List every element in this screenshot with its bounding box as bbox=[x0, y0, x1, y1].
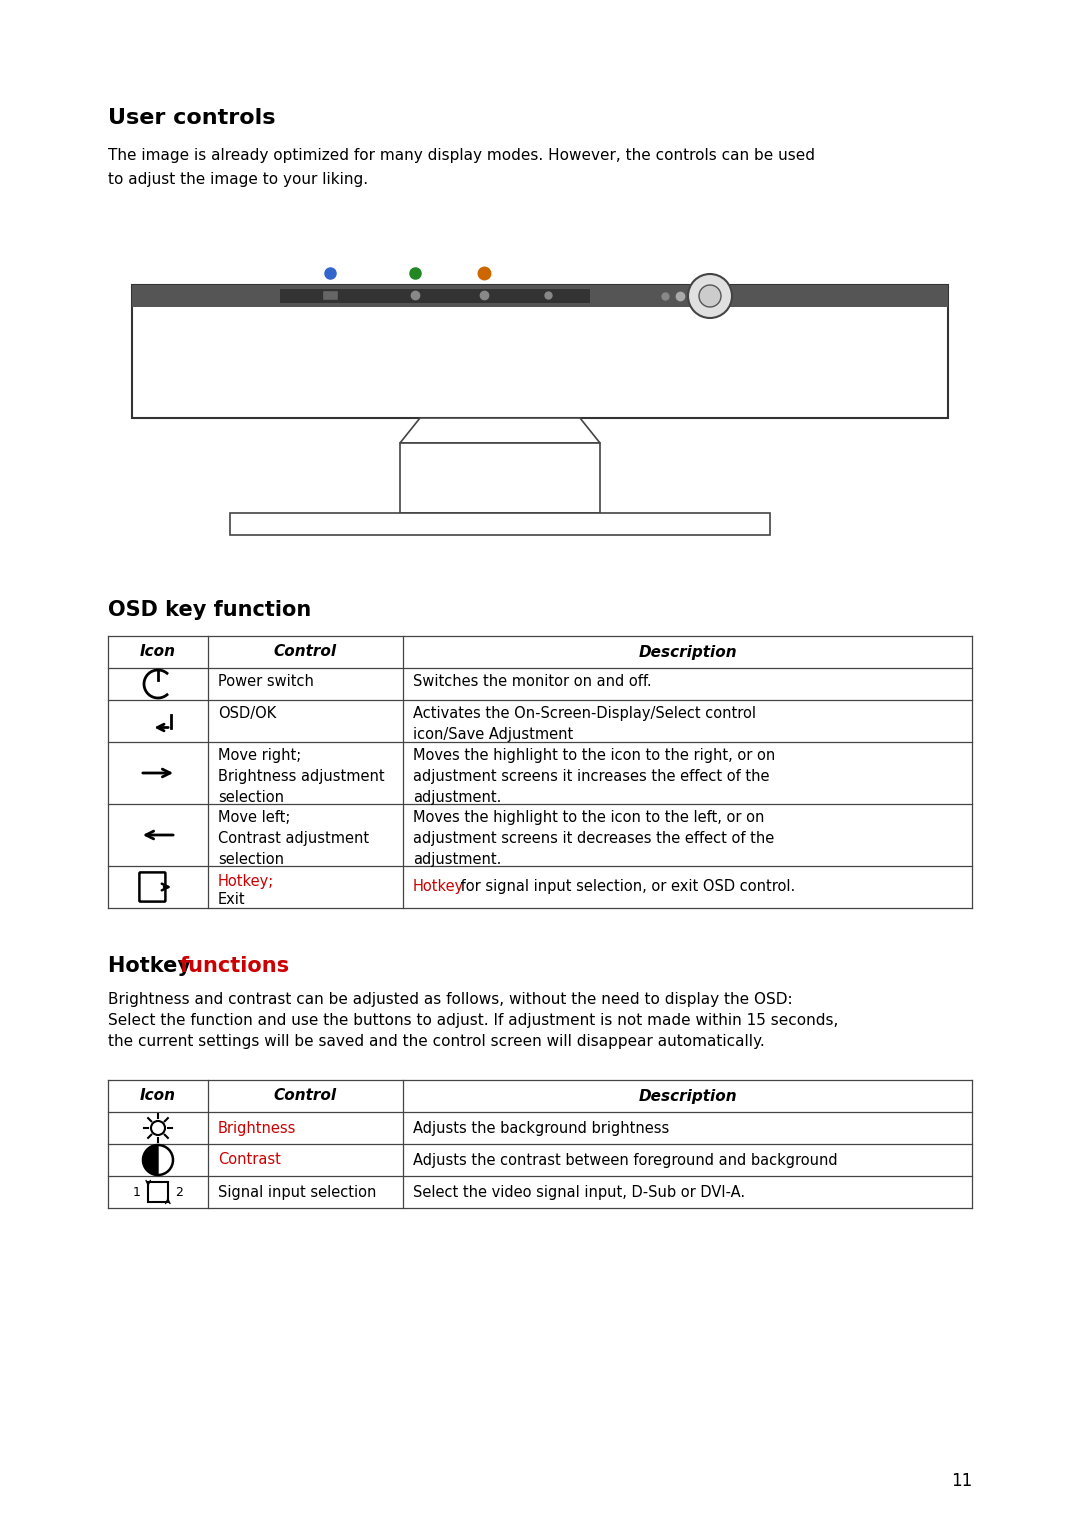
Polygon shape bbox=[143, 1144, 158, 1175]
Text: Brightness and contrast can be adjusted as follows, without the need to display : Brightness and contrast can be adjusted … bbox=[108, 992, 838, 1050]
Text: for signal input selection, or exit OSD control.: for signal input selection, or exit OSD … bbox=[456, 880, 795, 894]
Text: Exit: Exit bbox=[218, 892, 245, 908]
Bar bbox=[230, 513, 770, 535]
Text: 2: 2 bbox=[175, 1186, 183, 1198]
Text: Moves the highlight to the icon to the left, or on
adjustment screens it decreas: Moves the highlight to the icon to the l… bbox=[413, 810, 774, 866]
Text: Select the video signal input, D-Sub or DVI-A.: Select the video signal input, D-Sub or … bbox=[413, 1184, 745, 1199]
Bar bbox=[148, 1183, 167, 1203]
Polygon shape bbox=[400, 419, 600, 443]
Bar bbox=[400, 443, 600, 513]
Text: Hotkey: Hotkey bbox=[413, 880, 464, 894]
Text: Adjusts the background brightness: Adjusts the background brightness bbox=[413, 1120, 670, 1135]
Text: Control: Control bbox=[274, 645, 337, 660]
Text: Brightness: Brightness bbox=[218, 1120, 296, 1135]
Text: Hotkey: Hotkey bbox=[108, 957, 199, 976]
Text: Switches the monitor on and off.: Switches the monitor on and off. bbox=[413, 674, 651, 689]
Bar bbox=[132, 286, 948, 419]
Text: Power switch: Power switch bbox=[218, 674, 314, 689]
Bar bbox=[132, 286, 948, 307]
Text: functions: functions bbox=[180, 957, 291, 976]
Text: Adjusts the contrast between foreground and background: Adjusts the contrast between foreground … bbox=[413, 1152, 838, 1167]
Text: 1: 1 bbox=[133, 1186, 140, 1198]
Text: Hotkey;: Hotkey; bbox=[218, 874, 274, 889]
Circle shape bbox=[688, 274, 732, 318]
Text: 11: 11 bbox=[950, 1471, 972, 1490]
Text: Move left;
Contrast adjustment
selection: Move left; Contrast adjustment selection bbox=[218, 810, 369, 866]
Bar bbox=[280, 289, 590, 303]
Text: Activates the On-Screen-Display/Select control
icon/Save Adjustment: Activates the On-Screen-Display/Select c… bbox=[413, 706, 756, 743]
Text: OSD/OK: OSD/OK bbox=[218, 706, 276, 721]
Text: The image is already optimized for many display modes. However, the controls can: The image is already optimized for many … bbox=[108, 148, 815, 163]
Text: Control: Control bbox=[274, 1088, 337, 1103]
Text: Contrast: Contrast bbox=[218, 1152, 281, 1167]
Circle shape bbox=[699, 286, 721, 307]
Text: Signal input selection: Signal input selection bbox=[218, 1184, 376, 1199]
Text: Icon: Icon bbox=[140, 645, 176, 660]
Text: to adjust the image to your liking.: to adjust the image to your liking. bbox=[108, 173, 368, 186]
Text: Icon: Icon bbox=[140, 1088, 176, 1103]
Text: Description: Description bbox=[638, 645, 737, 660]
Text: Move right;
Brightness adjustment
selection: Move right; Brightness adjustment select… bbox=[218, 749, 384, 805]
Text: OSD key function: OSD key function bbox=[108, 601, 311, 620]
Bar bbox=[322, 290, 338, 299]
Text: User controls: User controls bbox=[108, 108, 275, 128]
Text: Moves the highlight to the icon to the right, or on
adjustment screens it increa: Moves the highlight to the icon to the r… bbox=[413, 749, 775, 805]
Text: Description: Description bbox=[638, 1088, 737, 1103]
